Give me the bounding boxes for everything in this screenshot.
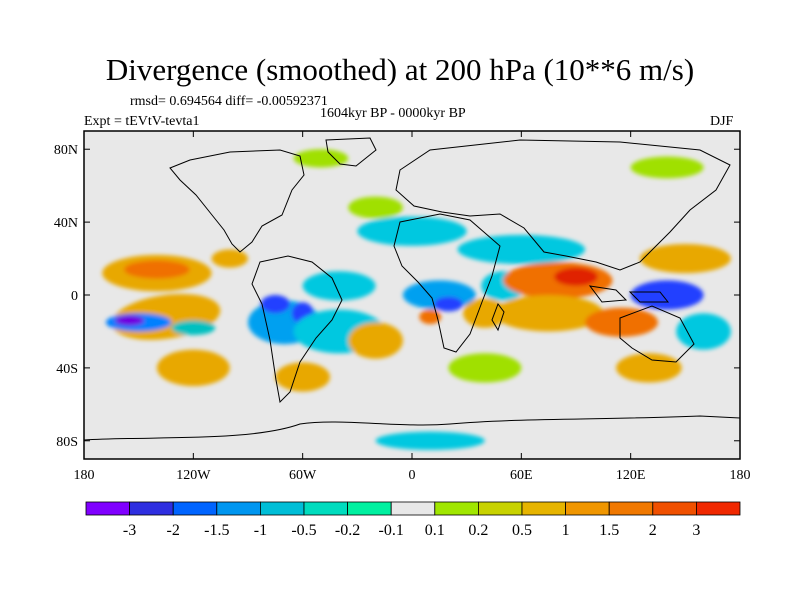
lat-tick-label: 0 xyxy=(71,289,78,304)
field-blob xyxy=(348,196,403,219)
field-blob xyxy=(302,271,376,301)
colorbar-swatch xyxy=(172,501,218,516)
stats-text: rmsd= 0.694564 diff= -0.00592371 xyxy=(130,94,328,109)
field-blob xyxy=(124,260,190,279)
colorbar-swatch xyxy=(696,501,741,516)
colorbar-label: -3 xyxy=(123,522,136,539)
colorbar: -3 -2 -1.5 -1 -0.5 -0.2 -0.1 0.1 0.2 0.5 1 1.5 2 3 xyxy=(85,501,741,539)
coast-australia xyxy=(619,305,695,363)
lat-tick-label: 40N xyxy=(54,216,78,231)
field-blob xyxy=(457,234,586,265)
field-blob xyxy=(275,362,330,392)
colorbar-swatch xyxy=(85,501,130,516)
figure-title: Divergence (smoothed) at 200 hPa (10**6 … xyxy=(105,52,695,87)
colorbar-label: 0.1 xyxy=(425,522,445,539)
lat-tick-label: 80N xyxy=(54,143,78,158)
field-blob xyxy=(211,249,248,268)
field-blob xyxy=(433,296,464,312)
lon-tick-label: 60E xyxy=(510,468,533,483)
field-blob xyxy=(630,280,704,310)
colorbar-swatch xyxy=(565,501,610,516)
field-blob xyxy=(348,322,403,359)
coast-antarctica xyxy=(84,415,740,441)
coast-africa xyxy=(393,213,501,353)
field-blob xyxy=(676,313,731,350)
colorbar-swatch xyxy=(521,501,566,516)
lon-tick-label: 180 xyxy=(74,468,95,483)
period-text: 1604kyr BP - 0000kyr BP xyxy=(320,106,466,121)
lon-tick-label: 180 xyxy=(730,468,751,483)
field-blob xyxy=(554,267,598,286)
colorbar-label: 1 xyxy=(562,522,570,539)
colorbar-label: -1.5 xyxy=(204,522,229,539)
field-blob xyxy=(616,353,682,383)
field-blob xyxy=(639,243,731,274)
field-blob xyxy=(494,295,604,332)
colorbar-swatch xyxy=(652,501,697,516)
field-blob xyxy=(293,149,349,168)
field-blob xyxy=(357,216,467,246)
colorbar-label: -0.2 xyxy=(335,522,360,539)
coast-south-america xyxy=(251,255,343,404)
map-area xyxy=(84,131,740,459)
coast-greenland xyxy=(325,137,377,167)
latitude-axis: 80N 40N 0 40S 80S xyxy=(54,143,740,450)
colorbar-label: 1.5 xyxy=(599,522,619,539)
colorbar-swatch xyxy=(347,501,392,516)
field-blob xyxy=(171,320,216,336)
lon-tick-label: 120W xyxy=(176,468,211,483)
coastlines xyxy=(84,137,740,441)
colorbar-swatch xyxy=(216,501,261,516)
field-blob xyxy=(114,315,145,326)
lon-tick-label: 120E xyxy=(616,468,646,483)
lon-tick-label: 0 xyxy=(409,468,416,483)
coast-north-america xyxy=(169,149,305,253)
colorbar-label: 0.5 xyxy=(512,522,532,539)
colorbar-swatch xyxy=(259,501,305,516)
coast-madagascar xyxy=(491,302,505,332)
colorbar-swatch xyxy=(303,501,348,516)
field-blob xyxy=(260,295,290,314)
colorbar-label: 3 xyxy=(692,522,700,539)
field-blob xyxy=(463,298,507,328)
colorbar-swatch xyxy=(434,501,479,516)
season-label: DJF xyxy=(710,114,734,129)
lat-tick-label: 40S xyxy=(56,362,78,377)
field-blob xyxy=(630,156,704,179)
colorbar-label: -2 xyxy=(167,522,180,539)
colorbar-label: -0.1 xyxy=(379,522,404,539)
colorbar-swatch xyxy=(608,501,654,516)
lat-tick-label: 80S xyxy=(56,435,78,450)
colorbar-label: -1 xyxy=(254,522,267,539)
field-blob xyxy=(585,307,658,337)
field-blob xyxy=(419,309,442,325)
lon-tick-label: 60W xyxy=(289,468,317,483)
coast-indonesia xyxy=(588,285,670,303)
field-blob xyxy=(156,349,230,387)
coast-eurasia xyxy=(395,139,731,271)
colorbar-label: 0.2 xyxy=(468,522,488,539)
experiment-label: Expt = tEVtV-tevta1 xyxy=(84,114,200,129)
colorbar-label: -0.5 xyxy=(291,522,316,539)
longitude-axis: 180 120W 60W 0 60E 120E 180 xyxy=(74,131,751,483)
field-blob xyxy=(448,353,522,383)
colorbar-label: 2 xyxy=(649,522,657,539)
field-blob xyxy=(375,431,485,450)
colorbar-swatch xyxy=(129,501,174,516)
colorbar-swatch xyxy=(477,501,523,516)
colorbar-swatch xyxy=(390,501,436,516)
